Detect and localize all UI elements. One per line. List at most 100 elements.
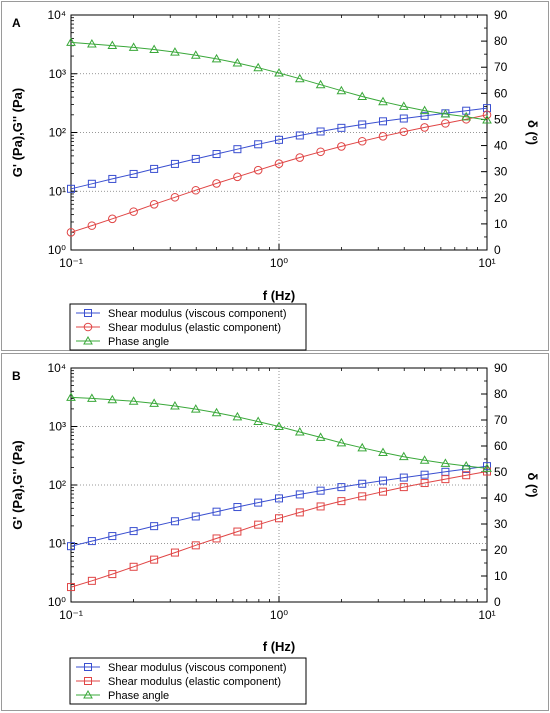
y-tick-label: 10³ bbox=[49, 420, 66, 434]
data-point bbox=[170, 400, 180, 410]
data-point bbox=[129, 207, 138, 216]
data-point bbox=[378, 117, 387, 126]
y-tick-label: 10³ bbox=[49, 67, 66, 81]
y2-axis-label: δ (º) bbox=[525, 473, 540, 498]
y2-tick-label: 40 bbox=[494, 491, 508, 505]
data-point bbox=[67, 542, 75, 551]
data-point bbox=[358, 120, 367, 129]
y2-tick-label: 50 bbox=[494, 465, 508, 479]
data-point bbox=[107, 40, 118, 50]
data-point bbox=[482, 110, 492, 120]
data-point bbox=[66, 37, 76, 46]
series-1 bbox=[67, 467, 491, 592]
data-point bbox=[149, 44, 159, 53]
data-point bbox=[253, 165, 263, 175]
y2-tick-label: 20 bbox=[494, 543, 508, 557]
data-point bbox=[108, 214, 117, 224]
data-point bbox=[129, 527, 138, 536]
series-0 bbox=[67, 462, 491, 551]
data-point bbox=[87, 393, 97, 402]
data-point bbox=[358, 492, 367, 501]
series-line bbox=[70, 396, 488, 469]
y-tick-label: 10⁰ bbox=[48, 595, 66, 609]
data-point bbox=[233, 503, 242, 512]
data-point bbox=[170, 517, 179, 526]
data-point bbox=[399, 473, 408, 482]
data-point bbox=[212, 507, 221, 516]
data-point bbox=[295, 131, 304, 140]
data-point bbox=[461, 111, 472, 121]
data-point bbox=[337, 142, 346, 151]
data-point bbox=[129, 562, 138, 571]
data-point bbox=[254, 140, 263, 149]
series-0 bbox=[67, 104, 491, 193]
data-point bbox=[87, 576, 96, 585]
y-axis-label: G' (Pa),G'' (Pa) bbox=[10, 440, 25, 529]
data-point bbox=[212, 150, 221, 159]
x-axis-label: f (Hz) bbox=[263, 288, 296, 303]
y-tick-label: 10⁰ bbox=[48, 243, 66, 257]
data-point bbox=[316, 502, 325, 511]
y2-tick-label: 10 bbox=[494, 569, 508, 583]
y2-tick-label: 70 bbox=[494, 413, 508, 427]
y-tick-label: 10² bbox=[49, 478, 66, 492]
y2-tick-label: 80 bbox=[494, 34, 508, 48]
data-point bbox=[315, 432, 326, 441]
data-point bbox=[337, 497, 346, 506]
y2-tick-label: 0 bbox=[494, 595, 501, 609]
y2-axis-label: δ (º) bbox=[525, 120, 540, 145]
legend-label: Shear modulus (viscous component) bbox=[108, 308, 287, 320]
legend: Shear modulus (viscous component) Shear m… bbox=[69, 303, 307, 351]
legend-label: Phase angle bbox=[108, 336, 169, 348]
series-line bbox=[70, 114, 488, 233]
data-point bbox=[316, 127, 325, 136]
data-point bbox=[275, 514, 283, 523]
data-point bbox=[482, 114, 492, 124]
data-point bbox=[316, 147, 325, 157]
data-point bbox=[357, 442, 368, 452]
data-point bbox=[129, 169, 138, 178]
data-point bbox=[191, 154, 200, 163]
data-point bbox=[128, 42, 139, 51]
data-point bbox=[150, 164, 159, 173]
data-point bbox=[170, 159, 179, 168]
data-point bbox=[461, 461, 472, 470]
x-tick-label: 10⁻¹ bbox=[59, 608, 83, 622]
data-point bbox=[378, 132, 388, 141]
data-point bbox=[358, 479, 367, 488]
y-tick-label: 10² bbox=[49, 126, 66, 140]
data-point bbox=[212, 534, 221, 543]
data-point bbox=[378, 476, 387, 485]
legend-box bbox=[69, 657, 307, 705]
data-point bbox=[275, 135, 283, 144]
legend-marker bbox=[83, 689, 93, 699]
data-point bbox=[211, 53, 222, 63]
panel-label: B bbox=[12, 369, 21, 383]
y-axis-label: G' (Pa),G'' (Pa) bbox=[10, 88, 25, 177]
data-point bbox=[275, 494, 283, 503]
y2-tick-label: 60 bbox=[494, 439, 508, 453]
legend-marker bbox=[83, 335, 93, 345]
legend-marker bbox=[83, 322, 93, 332]
chart-b-svg: B10⁻¹ 10⁰ 10¹10⁰10¹10²10³10⁴01020304050607… bbox=[10, 361, 540, 705]
data-point bbox=[191, 185, 201, 195]
data-point bbox=[440, 108, 451, 118]
data-point bbox=[190, 50, 201, 59]
data-point bbox=[191, 512, 200, 521]
y2-tick-label: 80 bbox=[494, 387, 508, 401]
data-point bbox=[87, 537, 96, 546]
data-point bbox=[378, 447, 388, 456]
y-tick-label: 10⁴ bbox=[47, 8, 66, 22]
data-point bbox=[419, 105, 430, 115]
data-point bbox=[274, 421, 284, 430]
legend-box bbox=[69, 303, 307, 351]
data-point bbox=[108, 174, 117, 183]
data-point bbox=[150, 555, 159, 564]
data-point bbox=[399, 483, 408, 492]
data-point bbox=[337, 483, 346, 492]
data-point bbox=[483, 104, 491, 113]
x-axis-label: f (Hz) bbox=[263, 639, 296, 654]
y2-tick-label: 60 bbox=[494, 86, 508, 100]
legend: Shear modulus (viscous component) Shear m… bbox=[69, 657, 307, 705]
data-point bbox=[462, 471, 471, 480]
